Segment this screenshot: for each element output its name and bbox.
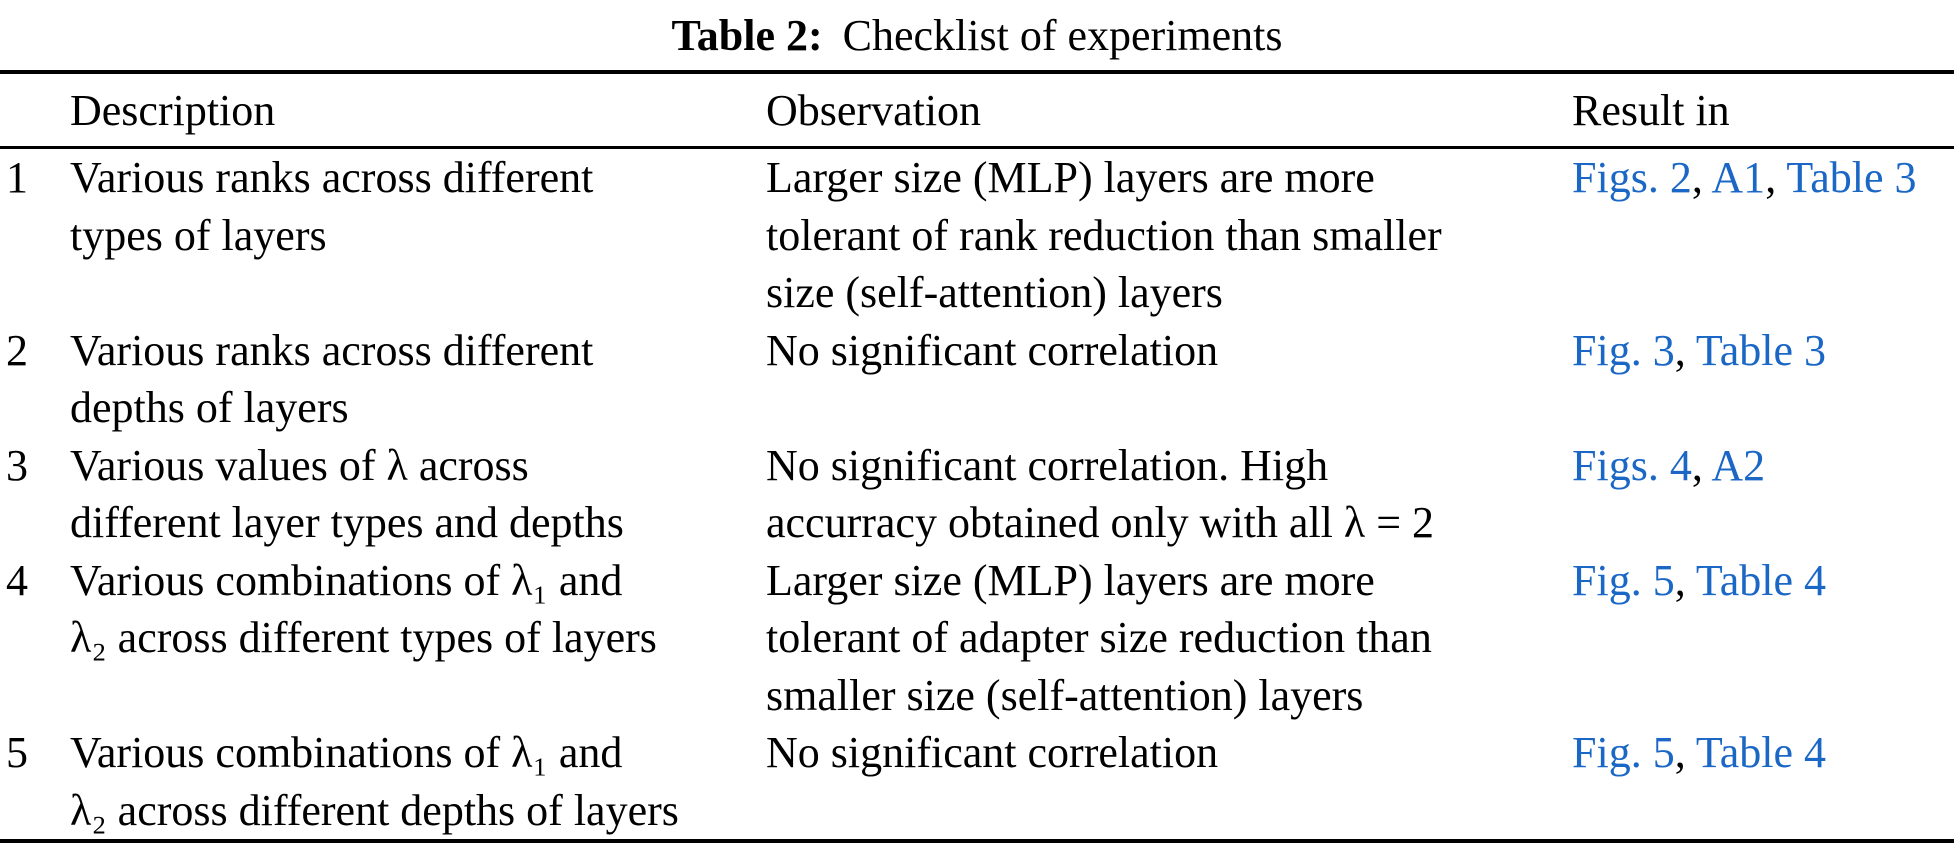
result-separator: , <box>1674 555 1696 605</box>
result-cell: Fig. 5, Table 4 <box>1572 724 1954 782</box>
table-row: 1 Various ranks across different types of … <box>0 149 1954 322</box>
result-link[interactable]: Fig. 3 <box>1572 325 1675 375</box>
result-link[interactable]: Table 4 <box>1695 728 1827 777</box>
observation-line: Larger size (MLP) layers are more <box>766 555 1375 605</box>
table-body: 1 Various ranks across different types of … <box>0 149 1954 839</box>
result-cell: Figs. 4, A2 <box>1572 437 1954 495</box>
result-link[interactable]: Figs. 4 <box>1572 440 1692 490</box>
header-result-in: Result in <box>1572 85 1730 135</box>
result-link[interactable]: Fig. 5 <box>1572 728 1675 777</box>
observation-line: tolerant of adapter size reduction than <box>766 613 1432 662</box>
table-row: 5 Various combinations of λ₁ and λ₂ across… <box>0 724 1954 839</box>
result-separator: , <box>1674 325 1696 375</box>
header-observation: Observation <box>766 85 982 135</box>
observation-line: No significant correlation <box>766 728 1219 777</box>
description-line: types of layers <box>70 210 327 260</box>
observation-cell: No significant correlation <box>766 322 1572 380</box>
description-line: λ₂ across different types of layers <box>70 613 657 662</box>
result-cell: Fig. 3, Table 3 <box>1572 322 1954 380</box>
description-line: Various combinations of λ₁ and <box>70 728 623 777</box>
observation-line: No significant correlation. High <box>766 440 1329 490</box>
table-caption: Table 2: Checklist of experiments <box>0 0 1954 70</box>
row-number: 2 <box>6 325 28 375</box>
description-cell: Various values of λ across different laye… <box>70 437 766 552</box>
result-separator: , <box>1674 728 1696 777</box>
result-separator: , <box>1691 153 1712 202</box>
observation-line: Larger size (MLP) layers are more <box>766 153 1375 202</box>
observation-cell: Larger size (MLP) layers are more toleran… <box>766 149 1572 322</box>
row-number: 4 <box>6 555 28 605</box>
table-row: 4 Various combinations of λ₁ and λ₂ across… <box>0 552 1954 725</box>
description-cell: Various combinations of λ₁ and λ₂ across … <box>70 552 766 667</box>
row-number: 5 <box>6 728 28 777</box>
observation-line: No significant correlation <box>766 325 1219 375</box>
observation-line: smaller size (self-attention) layers <box>766 670 1364 720</box>
description-line: different layer types and depths <box>70 498 624 547</box>
result-cell: Fig. 5, Table 4 <box>1572 552 1954 610</box>
table-row: 2 Various ranks across different depths of… <box>0 322 1954 437</box>
table-bottom-rule <box>0 839 1954 843</box>
row-number: 1 <box>6 153 28 202</box>
observation-line: tolerant of rank reduction than smaller <box>766 210 1442 260</box>
description-line: λ₂ across different depths of layers <box>70 785 679 835</box>
result-link[interactable]: Table 3 <box>1695 325 1827 375</box>
result-link[interactable]: Figs. 2 <box>1572 153 1692 202</box>
table-top-rule <box>0 70 1954 74</box>
observation-cell: No significant correlation <box>766 724 1572 782</box>
result-link[interactable]: A1 <box>1711 153 1766 202</box>
table-caption-label: Table 2: <box>671 10 823 60</box>
result-link[interactable]: Table 3 <box>1786 153 1917 202</box>
observation-cell: Larger size (MLP) layers are more toleran… <box>766 552 1572 725</box>
description-cell: Various combinations of λ₁ and λ₂ across … <box>70 724 766 839</box>
table-caption-text: Checklist of experiments <box>842 10 1283 60</box>
result-link[interactable]: Fig. 5 <box>1572 555 1675 605</box>
row-number: 3 <box>6 440 28 490</box>
description-line: Various ranks across different <box>70 325 594 375</box>
result-separator: , <box>1691 440 1712 490</box>
result-separator: , <box>1765 153 1787 202</box>
description-line: Various ranks across different <box>70 153 594 202</box>
table-mid-rule <box>0 146 1954 149</box>
header-description: Description <box>70 85 276 135</box>
table-header-row: Description Observation Result in <box>0 74 1954 146</box>
description-cell: Various ranks across different depths of … <box>70 322 766 437</box>
result-link[interactable]: Table 4 <box>1695 555 1827 605</box>
result-cell: Figs. 2, A1, Table 3 <box>1572 149 1954 207</box>
table-row: 3 Various values of λ across different lay… <box>0 437 1954 552</box>
description-line: Various values of λ across <box>70 440 529 490</box>
description-line: Various combinations of λ₁ and <box>70 555 623 605</box>
result-link[interactable]: A2 <box>1711 440 1766 490</box>
observation-line: accurracy obtained only with all λ = 2 <box>766 498 1435 547</box>
description-cell: Various ranks across different types of l… <box>70 149 766 264</box>
description-line: depths of layers <box>70 383 349 432</box>
observation-line: size (self-attention) layers <box>766 268 1223 317</box>
observation-cell: No significant correlation. High accurrac… <box>766 437 1572 552</box>
